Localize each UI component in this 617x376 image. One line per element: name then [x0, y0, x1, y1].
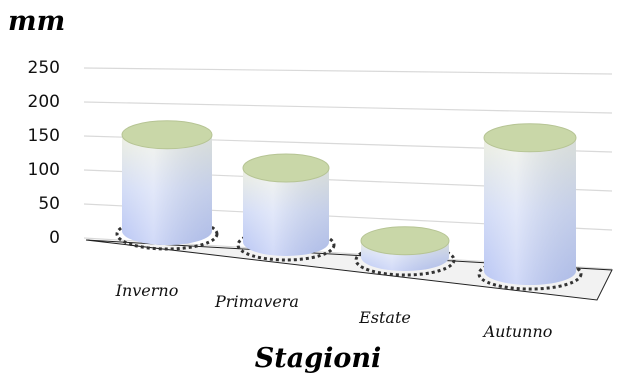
y-tick-label: 50	[38, 194, 60, 214]
bars	[115, 120, 583, 291]
y-tick-label: 250	[28, 58, 60, 78]
y-tick-label: 100	[28, 160, 60, 180]
x-axis-categories: Inverno Primavera Estate Autunno	[115, 281, 553, 341]
bar-shading	[243, 168, 329, 256]
bar-inverno	[115, 120, 219, 251]
x-tick-label: Autunno	[482, 322, 553, 341]
x-tick-label: Inverno	[115, 281, 179, 300]
bar-primavera	[236, 153, 336, 262]
bar-estate	[354, 226, 456, 277]
y-tick-label: 0	[49, 228, 60, 248]
gridline	[83, 101, 613, 114]
bar-base-shadow	[354, 243, 456, 277]
y-tick-label: 150	[28, 126, 60, 146]
y-tick-label: 200	[28, 92, 60, 112]
bar-base-shadow	[477, 257, 583, 291]
x-tick-label: Primavera	[214, 292, 299, 311]
bar-shading	[122, 134, 212, 245]
x-axis-title: Stagioni	[255, 343, 382, 374]
bar-cap	[121, 120, 213, 150]
bar-cap	[483, 123, 577, 153]
bar-shading	[484, 137, 576, 285]
x-tick-label: Estate	[358, 308, 411, 327]
y-axis-title: mm	[8, 6, 65, 37]
chart-floor	[85, 239, 613, 301]
bar-cap	[360, 226, 450, 256]
gridline	[83, 67, 613, 75]
bar-autunno	[477, 123, 583, 291]
y-axis-ticks: 0 50 100 150 200 250	[28, 58, 60, 248]
bar-cap	[242, 153, 330, 183]
floor-plane	[85, 239, 613, 301]
